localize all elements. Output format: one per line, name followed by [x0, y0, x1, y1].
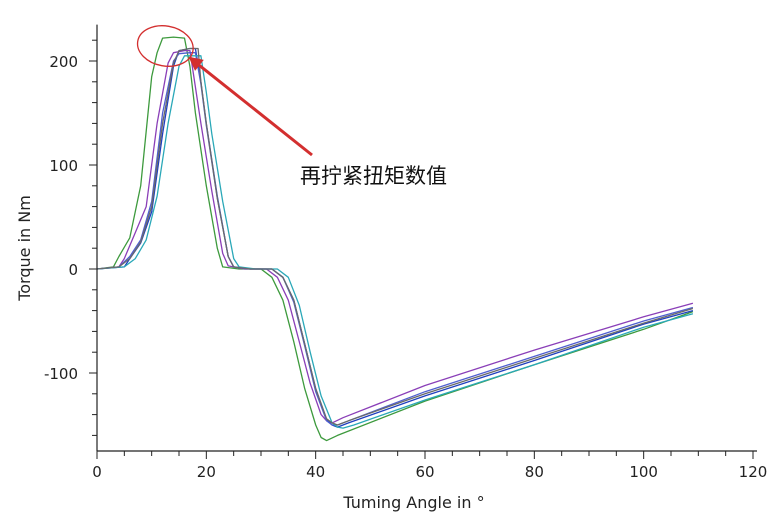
series-line-4	[96, 52, 694, 426]
series-line-6	[96, 47, 694, 426]
annotation-arrow-head	[188, 56, 204, 71]
annotation-label: 再拧紧扭矩数值	[300, 164, 447, 188]
y-axis-title: Torque in Nm	[15, 195, 34, 302]
y-tick-label: 100	[49, 157, 78, 175]
y-tick-label: 200	[49, 53, 78, 71]
annotation-highlight-ellipse	[136, 25, 194, 67]
x-tick-label: 40	[306, 463, 325, 481]
annotation-arrow	[198, 64, 313, 157]
tick-labels: -100 0 100 200 0 20 40 60 80 100 120	[44, 53, 767, 481]
x-tick-label: 80	[525, 463, 544, 481]
x-tick-label: 120	[739, 463, 768, 481]
annotation-group: 再拧紧扭矩数值	[136, 25, 447, 188]
x-tick-label: 0	[92, 463, 102, 481]
x-tick-label: 100	[629, 463, 658, 481]
series-line-3	[96, 47, 694, 428]
series-line-1	[96, 36, 694, 442]
x-tick-label: 20	[197, 463, 216, 481]
ticks	[89, 39, 754, 459]
x-axis-title: Tuming Angle in °	[342, 493, 484, 512]
series-line-5	[96, 55, 694, 429]
axes	[96, 24, 757, 452]
series-line-2	[96, 49, 694, 424]
y-tick-label: -100	[44, 365, 78, 383]
y-tick-label: 0	[68, 261, 78, 279]
x-tick-label: 60	[415, 463, 434, 481]
plot-lines	[96, 36, 694, 442]
